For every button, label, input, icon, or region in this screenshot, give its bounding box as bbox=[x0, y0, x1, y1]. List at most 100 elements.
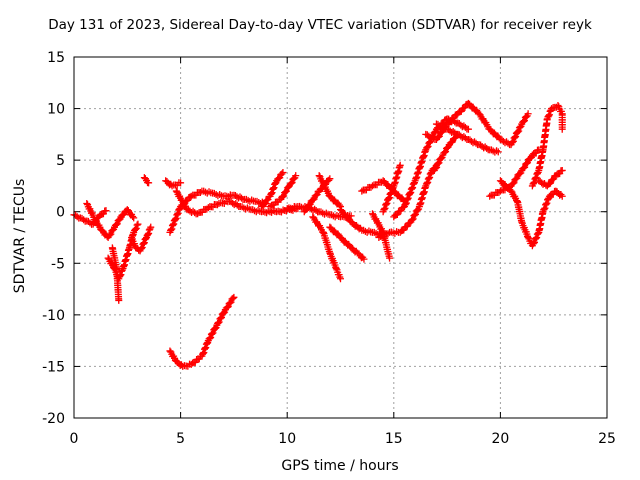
data-point-marker bbox=[337, 275, 344, 283]
data-point-marker bbox=[102, 207, 110, 215]
chart-title: Day 131 of 2023, Sidereal Day-to-day VTE… bbox=[48, 17, 592, 33]
data-point-marker bbox=[432, 164, 440, 172]
data-layer bbox=[70, 99, 566, 370]
data-point-marker bbox=[107, 230, 115, 238]
data-point-marker bbox=[326, 175, 334, 183]
x-tick-label: 15 bbox=[385, 431, 403, 447]
x-tick-label: 10 bbox=[278, 431, 296, 447]
data-point-marker bbox=[408, 216, 416, 224]
data-point-marker bbox=[423, 144, 431, 152]
data-point-marker bbox=[275, 174, 283, 182]
data-point-marker bbox=[187, 192, 195, 200]
series-track-6 bbox=[140, 174, 153, 187]
series-track-2 bbox=[83, 199, 138, 241]
data-point-marker bbox=[523, 159, 531, 167]
data-point-marker bbox=[115, 296, 123, 304]
data-point-marker bbox=[279, 193, 287, 201]
data-point-marker bbox=[558, 192, 566, 200]
data-point-marker bbox=[493, 147, 501, 155]
data-point-marker bbox=[358, 187, 366, 195]
data-point-marker bbox=[144, 230, 152, 238]
data-point-marker bbox=[132, 224, 140, 232]
data-point-marker bbox=[524, 110, 532, 118]
data-point-marker bbox=[514, 128, 522, 136]
data-point-marker bbox=[426, 138, 434, 146]
data-point-marker bbox=[288, 179, 296, 187]
series-track-20 bbox=[358, 177, 408, 205]
data-point-marker bbox=[254, 206, 262, 214]
x-tick-label: 0 bbox=[70, 431, 79, 447]
x-axis-label: GPS time / hours bbox=[281, 458, 399, 474]
data-point-marker bbox=[509, 138, 517, 146]
data-point-marker bbox=[305, 201, 313, 209]
x-tick-label: 25 bbox=[598, 431, 616, 447]
series-track-28 bbox=[496, 177, 566, 250]
data-point-marker bbox=[113, 220, 121, 228]
data-point-marker bbox=[510, 179, 518, 187]
data-point-marker bbox=[140, 239, 148, 247]
data-point-marker bbox=[425, 139, 433, 147]
data-point-marker bbox=[515, 124, 523, 132]
data-point-marker bbox=[508, 139, 516, 147]
y-tick-label: -10 bbox=[42, 308, 65, 324]
data-point-marker bbox=[515, 127, 523, 135]
data-point-marker bbox=[410, 212, 418, 220]
data-point-marker bbox=[243, 204, 251, 212]
data-point-marker bbox=[529, 240, 537, 248]
data-point-marker bbox=[545, 112, 553, 120]
data-point-marker bbox=[315, 172, 323, 180]
tick-layer: -20 -15 -10 -5 0 5 10 15 0 5 10 15 20 25 bbox=[42, 50, 616, 447]
data-point-marker bbox=[224, 303, 232, 311]
data-point-marker bbox=[268, 208, 276, 216]
data-point-marker bbox=[433, 163, 441, 171]
data-point-marker bbox=[532, 234, 540, 242]
data-point-marker bbox=[509, 179, 517, 187]
data-point-marker bbox=[145, 179, 153, 187]
data-point-marker bbox=[276, 174, 284, 182]
series-track-19 bbox=[368, 210, 394, 262]
data-point-marker bbox=[134, 220, 142, 228]
data-point-marker bbox=[548, 105, 556, 113]
data-point-marker bbox=[457, 121, 465, 129]
data-point-marker bbox=[279, 169, 287, 177]
data-point-marker bbox=[408, 216, 416, 224]
data-point-marker bbox=[433, 160, 441, 168]
data-point-marker bbox=[332, 264, 340, 272]
data-point-marker bbox=[460, 122, 468, 130]
data-point-marker bbox=[441, 148, 449, 156]
data-point-marker bbox=[223, 303, 231, 311]
data-point-marker bbox=[147, 223, 155, 231]
data-point-marker bbox=[434, 133, 442, 141]
x-tick-label: 5 bbox=[176, 431, 185, 447]
series-track-15 bbox=[309, 213, 344, 283]
data-point-marker bbox=[558, 166, 566, 174]
data-point-marker bbox=[177, 179, 185, 187]
data-point-marker bbox=[282, 188, 290, 196]
data-point-marker bbox=[494, 148, 502, 156]
data-point-marker bbox=[472, 139, 480, 147]
data-point-marker bbox=[133, 221, 141, 229]
plot-frame bbox=[73, 56, 608, 419]
y-tick-label: 10 bbox=[47, 102, 65, 118]
data-point-marker bbox=[430, 129, 438, 137]
data-point-marker bbox=[368, 210, 376, 218]
series-track-10 bbox=[166, 293, 238, 370]
y-tick-label: -15 bbox=[42, 359, 65, 375]
data-point-marker bbox=[220, 309, 228, 317]
data-point-marker bbox=[138, 243, 146, 251]
data-point-marker bbox=[435, 159, 443, 167]
data-point-marker bbox=[448, 138, 456, 146]
y-tick-label: -5 bbox=[51, 256, 65, 272]
data-point-marker bbox=[454, 130, 462, 138]
series-track-4 bbox=[108, 244, 123, 304]
series-track-5 bbox=[128, 223, 155, 255]
data-point-marker bbox=[282, 187, 290, 195]
data-point-marker bbox=[521, 163, 529, 171]
data-point-marker bbox=[437, 154, 445, 162]
data-point-marker bbox=[211, 325, 219, 333]
data-point-marker bbox=[520, 117, 528, 125]
data-point-marker bbox=[534, 229, 542, 237]
data-point-marker bbox=[530, 239, 538, 247]
data-point-marker bbox=[209, 329, 217, 337]
